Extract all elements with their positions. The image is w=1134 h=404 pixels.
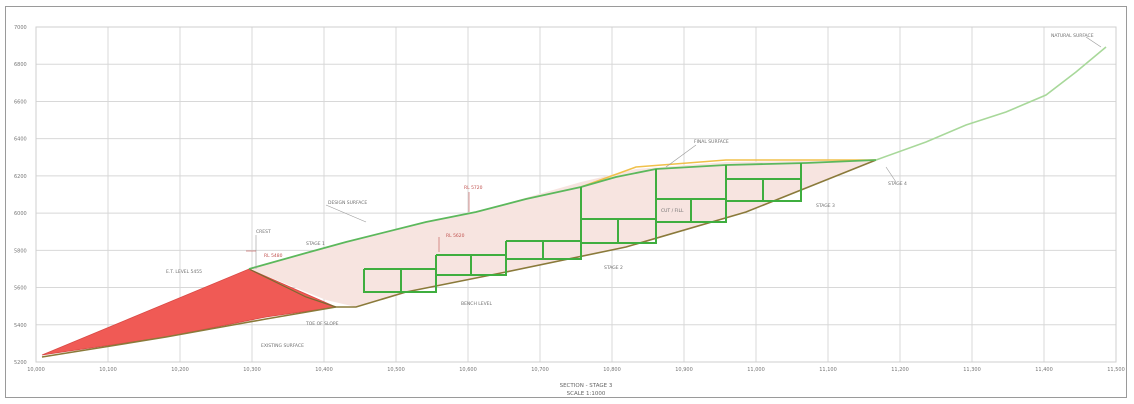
x-tick-label: 10,900 [675, 367, 693, 373]
y-tick-label: 5400 [14, 323, 27, 329]
green-surface [248, 159, 877, 270]
x-axis-ticks: 10,000 10,100 10,200 10,300 10,400 10,500 10,6… [27, 367, 1125, 373]
x-tick-label: 11,400 [1035, 367, 1053, 373]
x-tick-label: 10,100 [99, 367, 117, 373]
slope-line [248, 268, 337, 308]
label-toe: TOE OF SLOPE [305, 321, 339, 327]
x-tick-label: 10,600 [459, 367, 477, 373]
y-axis-ticks: 7000 6800 6600 6400 6200 6000 5800 5600 5400 5200 [14, 25, 27, 366]
y-tick-label: 6200 [14, 174, 27, 180]
label-existing-surface: EXISTING SURFACE [261, 343, 304, 349]
stage-benches [363, 163, 802, 293]
label-stage2: STAGE 2 [604, 265, 623, 271]
drawing-frame: 7000 6800 6600 6400 6200 6000 5800 5600 5400 5200… [5, 6, 1127, 398]
label-stage4: STAGE 4 [888, 181, 907, 187]
y-tick-label: 6800 [14, 62, 27, 68]
label-stage1: STAGE 1 [306, 241, 325, 247]
drawing-title: SECTION - STAGE 3 [560, 383, 613, 389]
drawing-scale: SCALE 1:1000 [567, 391, 606, 397]
x-tick-label: 10,000 [27, 367, 45, 373]
x-tick-label: 10,800 [603, 367, 621, 373]
label-final-surface: FINAL SURFACE [694, 139, 729, 145]
x-tick-label: 10,200 [171, 367, 189, 373]
x-tick-label: 10,500 [387, 367, 405, 373]
y-tick-label: 6400 [14, 137, 27, 143]
y-tick-label: 7000 [14, 25, 27, 31]
light-green-surface [875, 46, 1107, 161]
x-tick-label: 10,700 [531, 367, 549, 373]
x-tick-label: 10,400 [315, 367, 333, 373]
label-crest: CREST [256, 229, 271, 235]
label-natural-surface: NATURAL SURFACE [1051, 33, 1094, 39]
x-tick-label: 11,100 [819, 367, 837, 373]
y-tick-label: 5800 [14, 248, 27, 254]
red-annotations [246, 192, 470, 252]
plot-border [35, 26, 1117, 363]
orange-surface [580, 159, 876, 188]
label-cut-fill: CUT / FILL [661, 208, 684, 214]
x-tick-label: 10,300 [243, 367, 261, 373]
y-tick-label: 6600 [14, 99, 27, 105]
leader-lines [255, 36, 1102, 269]
x-tick-label: 11,000 [747, 367, 765, 373]
x-tick-label: 11,500 [1107, 367, 1125, 373]
fill-region [249, 160, 876, 307]
y-tick-label: 6000 [14, 211, 27, 217]
y-tick-label: 5600 [14, 286, 27, 292]
label-design-surface: DESIGN SURFACE [328, 200, 367, 206]
base-line [41, 159, 877, 358]
engineering-section-drawing: 7000 6800 6600 6400 6200 6000 5800 5600 5400 5200… [14, 25, 1125, 397]
label-red-rl-c: RL 5480 [264, 253, 283, 259]
y-tick-label: 5200 [14, 360, 27, 366]
label-stage3: STAGE 3 [816, 203, 835, 209]
x-tick-label: 11,300 [963, 367, 981, 373]
x-tick-label: 11,200 [891, 367, 909, 373]
label-red-rl-b: RL 5620 [446, 233, 465, 239]
label-left-note: E.T. LEVEL 5455 [166, 269, 202, 275]
label-red-rl-a: RL 5720 [464, 185, 483, 191]
label-bench: BENCH LEVEL [461, 301, 493, 307]
